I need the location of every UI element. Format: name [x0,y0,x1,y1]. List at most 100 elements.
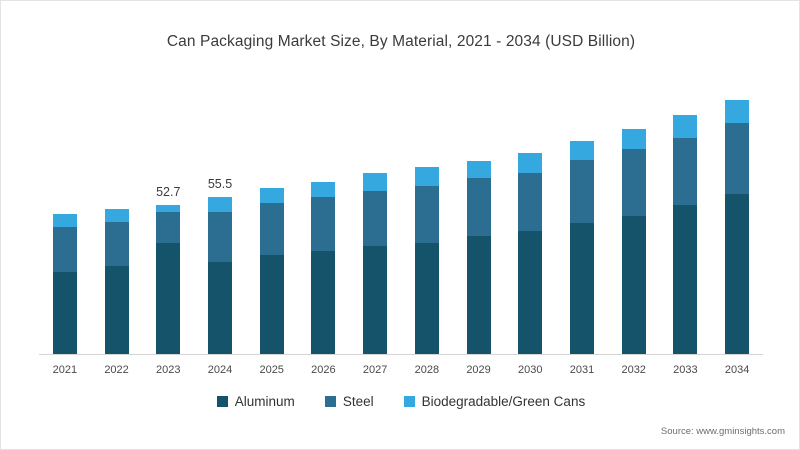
x-tick-2023: 2023 [156,364,181,376]
source-caption: Source: www.gminsights.com [660,426,785,437]
legend-label: Steel [342,394,374,409]
bar-group[interactable] [659,76,711,354]
bar-group[interactable] [297,76,349,354]
legend-item-biodegradable-green-cans[interactable]: Biodegradable/Green Cans [403,394,586,409]
legend-swatch-icon [324,396,336,407]
bar-segment-steel[interactable] [466,178,491,237]
bar-segment-aluminum[interactable] [518,231,543,354]
bar-segment-aluminum[interactable] [52,272,77,354]
stacked-bar[interactable] [518,153,543,354]
bar-value-label: 55.5 [207,177,233,192]
legend-label: Biodegradable/Green Cans [421,394,586,409]
bar-group[interactable] [504,76,556,354]
bar-segment-steel[interactable] [725,123,750,195]
x-tick-2029: 2029 [466,364,491,376]
stacked-bar[interactable] [673,115,698,354]
bar-group[interactable] [608,76,660,354]
bar-segment-aluminum[interactable] [156,243,181,354]
bar-segment-steel[interactable] [104,222,129,267]
legend-label: Aluminum [234,394,295,409]
x-tick-2032: 2032 [621,364,646,376]
stacked-bar[interactable] [363,173,388,354]
stacked-bar[interactable] [156,204,181,354]
bar-group[interactable] [246,76,298,354]
bar-segment-steel[interactable] [259,203,284,256]
stacked-bar[interactable] [414,167,439,354]
bar-segment-biodegradable-green-cans[interactable] [104,208,129,223]
bar-segment-biodegradable-green-cans[interactable] [570,141,594,161]
bar-segment-aluminum[interactable] [621,216,646,354]
bar-group[interactable] [556,76,608,354]
bar-segment-biodegradable-green-cans[interactable] [518,153,543,174]
bar-segment-biodegradable-green-cans[interactable] [156,204,181,213]
bar-segment-biodegradable-green-cans[interactable] [363,173,388,192]
chart-title: Can Packaging Market Size, By Material, … [166,33,636,50]
bar-segment-steel[interactable] [311,197,336,252]
stacked-bar[interactable] [208,197,232,354]
bar-value-label: 52.7 [156,184,181,199]
bar-segment-aluminum[interactable] [570,223,594,354]
bar-segment-aluminum[interactable] [725,194,750,354]
legend-swatch-icon [216,396,228,407]
bar-segment-aluminum[interactable] [259,255,284,354]
x-tick-2025: 2025 [259,364,284,376]
bar-segment-biodegradable-green-cans[interactable] [466,160,491,179]
bar-group[interactable] [711,76,763,354]
legend-item-aluminum[interactable]: Aluminum [216,394,295,409]
plot-area: 52.7 55.5 [39,76,763,354]
bar-segment-steel[interactable] [52,227,77,273]
bar-group[interactable] [91,76,143,354]
bar-segment-aluminum[interactable] [311,251,336,354]
bar-segment-steel[interactable] [414,186,439,244]
bar-segment-biodegradable-green-cans[interactable] [208,197,232,213]
stacked-bar[interactable] [104,208,129,354]
bar-segment-biodegradable-green-cans[interactable] [673,115,698,139]
chart-legend: Aluminum Steel Biodegradable/Green Cans [1,394,800,409]
bar-segment-steel[interactable] [208,212,232,263]
bar-segment-aluminum[interactable] [208,262,232,354]
stacked-bar[interactable] [311,181,336,354]
x-tick-2028: 2028 [414,364,440,376]
bar-segment-steel[interactable] [570,160,594,224]
bar-group[interactable] [39,76,91,354]
bar-segment-steel[interactable] [518,173,543,232]
legend-swatch-icon [403,396,415,407]
bar-segment-aluminum[interactable] [673,205,698,354]
x-axis-baseline [39,354,763,355]
bar-segment-steel[interactable] [363,191,388,247]
x-tick-2030: 2030 [518,364,543,376]
stacked-bar[interactable] [621,129,646,354]
stacked-bar[interactable] [725,99,750,354]
bar-segment-aluminum[interactable] [414,243,439,354]
stacked-bar[interactable] [466,160,491,354]
bar-segment-biodegradable-green-cans[interactable] [725,99,750,124]
stacked-bar[interactable] [52,214,77,354]
x-tick-2026: 2026 [311,364,336,376]
x-tick-2033: 2033 [673,364,698,376]
bar-segment-steel[interactable] [673,138,698,206]
x-axis-tick-labels: 2021 2022 2023 2024 2025 2026 2027 2028 2029 2030… [39,359,763,381]
bar-segment-biodegradable-green-cans[interactable] [259,188,284,204]
bar-group[interactable]: 52.7 [142,76,194,354]
bar-segment-biodegradable-green-cans[interactable] [52,214,77,228]
bar-segment-aluminum[interactable] [363,246,388,354]
stacked-bar[interactable] [570,141,594,354]
bar-segment-steel[interactable] [621,149,646,217]
bar-segment-biodegradable-green-cans[interactable] [414,167,439,187]
bar-segment-aluminum[interactable] [104,266,129,354]
legend-item-steel[interactable]: Steel [324,394,374,409]
bar-group[interactable] [349,76,401,354]
x-tick-2034: 2034 [724,364,750,376]
x-tick-2021: 2021 [52,364,78,376]
bar-segment-biodegradable-green-cans[interactable] [311,181,336,198]
bar-group[interactable]: 55.5 [194,76,246,354]
bar-group[interactable] [453,76,505,354]
bar-segment-steel[interactable] [156,212,181,244]
x-tick-2027: 2027 [362,364,388,376]
x-tick-2031: 2031 [569,364,595,376]
stacked-bar[interactable] [259,188,284,354]
bar-segment-biodegradable-green-cans[interactable] [621,129,646,150]
bar-segment-aluminum[interactable] [466,236,491,354]
bar-group[interactable] [401,76,453,354]
